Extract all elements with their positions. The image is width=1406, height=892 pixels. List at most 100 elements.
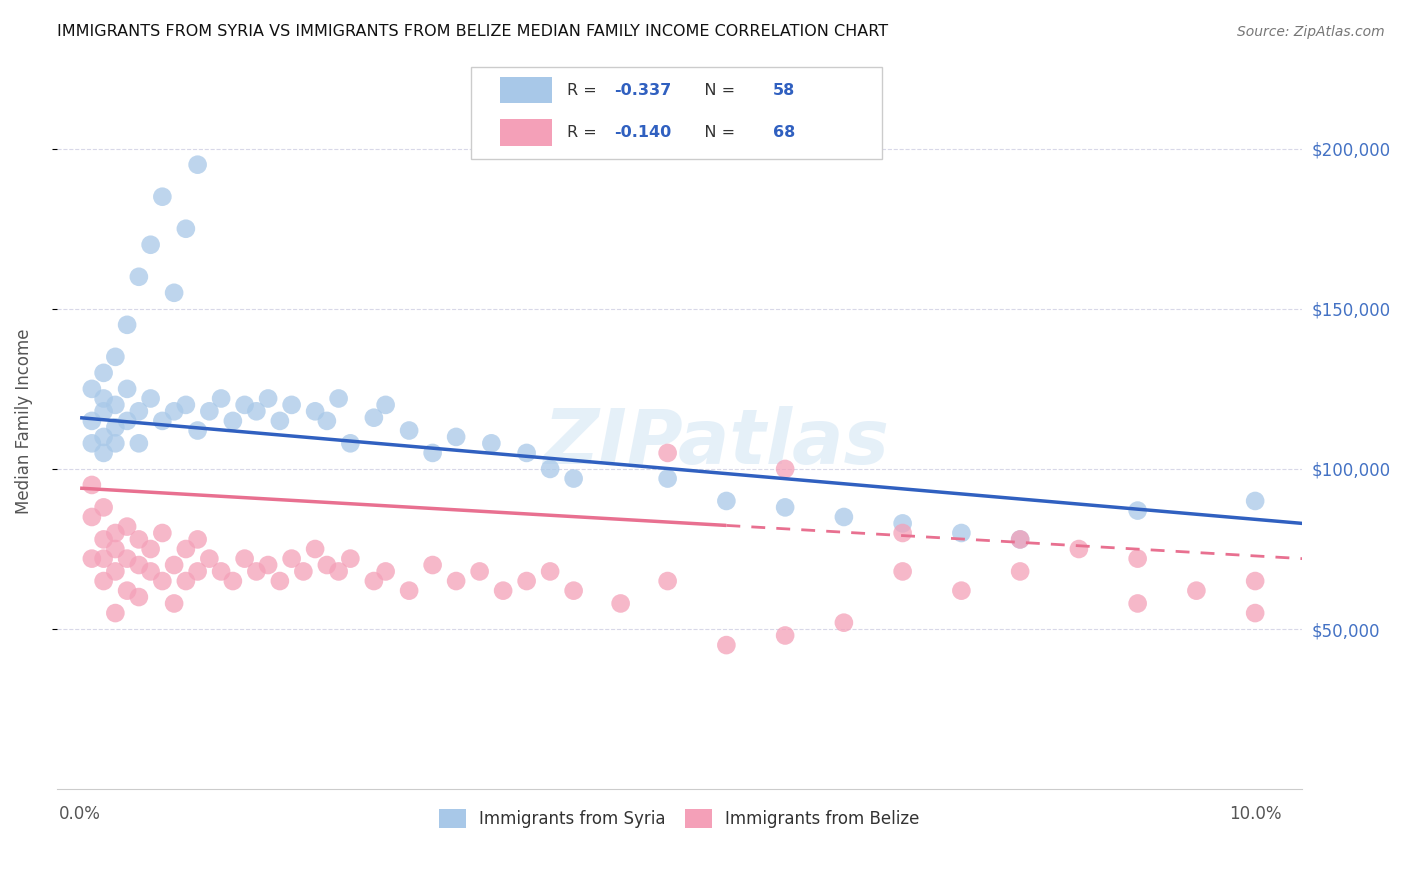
Point [187, 565, 209, 579]
Point [328, 565, 350, 579]
Point [538, 565, 561, 579]
Point [115, 583, 138, 598]
Text: -0.337: -0.337 [614, 83, 672, 97]
Point [93, 392, 115, 406]
Point [233, 398, 256, 412]
Point [104, 606, 127, 620]
Point [444, 574, 467, 588]
Point [1126, 503, 1149, 517]
Point [315, 414, 337, 428]
Point [444, 430, 467, 444]
Point [1126, 597, 1149, 611]
Point [128, 404, 150, 418]
Point [93, 533, 115, 547]
Point [128, 590, 150, 604]
Point [280, 551, 302, 566]
Point [269, 414, 291, 428]
Point [492, 583, 515, 598]
Point [115, 414, 138, 428]
Point [609, 597, 631, 611]
Point [139, 541, 162, 556]
Text: 58: 58 [773, 83, 794, 97]
Point [773, 628, 796, 642]
Point [93, 366, 115, 380]
Legend: Immigrants from Syria, Immigrants from Belize: Immigrants from Syria, Immigrants from B… [430, 800, 928, 836]
Point [716, 638, 738, 652]
Point [198, 551, 221, 566]
Point [150, 190, 173, 204]
Point [1244, 494, 1267, 508]
Point [93, 430, 115, 444]
Point [93, 404, 115, 418]
Text: Source: ZipAtlas.com: Source: ZipAtlas.com [1237, 25, 1385, 39]
Point [104, 541, 127, 556]
Point [80, 382, 103, 396]
Point [163, 597, 186, 611]
Point [292, 565, 315, 579]
Point [1244, 606, 1267, 620]
Point [304, 541, 326, 556]
Point [150, 574, 173, 588]
Point [891, 516, 914, 531]
Point [150, 526, 173, 541]
Point [257, 392, 280, 406]
Point [104, 436, 127, 450]
Point [128, 558, 150, 572]
Point [174, 221, 197, 235]
Point [80, 414, 103, 428]
Point [115, 551, 138, 566]
Point [657, 471, 679, 485]
Point [891, 565, 914, 579]
Text: ZIPatlas: ZIPatlas [544, 406, 890, 480]
Point [222, 414, 245, 428]
Point [93, 446, 115, 460]
Text: N =: N = [689, 83, 741, 97]
Point [198, 404, 221, 418]
Point [269, 574, 291, 588]
Point [163, 558, 186, 572]
Point [80, 478, 103, 492]
Point [422, 558, 444, 572]
Point [315, 558, 337, 572]
Point [950, 526, 973, 541]
Point [1010, 565, 1032, 579]
Point [398, 583, 420, 598]
Point [245, 565, 267, 579]
Point [891, 526, 914, 541]
Text: R =: R = [567, 83, 602, 97]
Point [222, 574, 245, 588]
Point [104, 398, 127, 412]
Point [104, 420, 127, 434]
Point [139, 565, 162, 579]
Point [339, 551, 361, 566]
Point [233, 551, 256, 566]
Point [104, 526, 127, 541]
Text: 68: 68 [773, 125, 794, 140]
Point [468, 565, 491, 579]
Point [950, 583, 973, 598]
Point [115, 318, 138, 332]
Point [187, 533, 209, 547]
Text: R =: R = [567, 125, 602, 140]
FancyBboxPatch shape [501, 77, 553, 103]
FancyBboxPatch shape [471, 67, 883, 160]
Point [163, 285, 186, 300]
Point [174, 541, 197, 556]
Point [80, 551, 103, 566]
Point [374, 398, 396, 412]
Point [128, 533, 150, 547]
Text: IMMIGRANTS FROM SYRIA VS IMMIGRANTS FROM BELIZE MEDIAN FAMILY INCOME CORRELATION: IMMIGRANTS FROM SYRIA VS IMMIGRANTS FROM… [56, 24, 887, 39]
Point [328, 392, 350, 406]
Point [104, 565, 127, 579]
Text: -0.140: -0.140 [614, 125, 672, 140]
Point [1067, 541, 1090, 556]
Point [245, 404, 267, 418]
Point [1010, 533, 1032, 547]
Point [562, 471, 585, 485]
Point [209, 392, 232, 406]
Point [538, 462, 561, 476]
Point [773, 500, 796, 515]
Point [139, 392, 162, 406]
Point [139, 237, 162, 252]
Text: N =: N = [689, 125, 741, 140]
